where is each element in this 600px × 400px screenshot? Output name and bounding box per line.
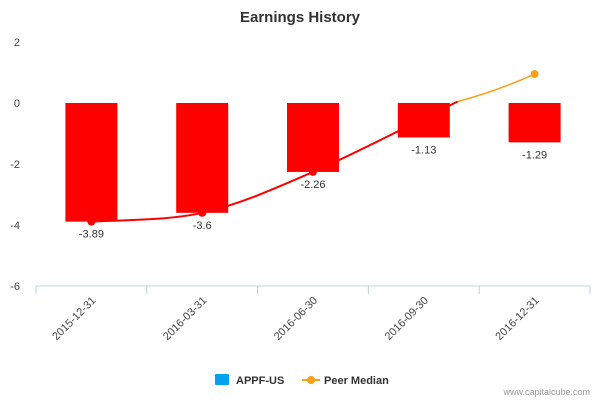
x-tick-label: 2016-09-30: [383, 295, 431, 343]
legend[interactable]: APPF-US Peer Median: [215, 374, 389, 387]
legend-marker-peer-median: [307, 376, 315, 384]
peer-median-point-2016-06-30: [309, 167, 317, 176]
legend-swatch-appf-us: [215, 374, 229, 385]
legend-label-appf-us[interactable]: APPF-US: [236, 375, 284, 387]
line-series-peer-median: [87, 70, 539, 226]
x-tick-label: 2015-12-31: [50, 295, 98, 343]
bar-2016-12-31: [508, 103, 561, 143]
bar-2016-03-31: [176, 103, 229, 213]
y-tick-label: -6: [10, 281, 20, 293]
y-tick-label: 2: [14, 37, 20, 49]
peer-median-point-2016-12-31: [530, 70, 539, 79]
y-tick-label: -4: [10, 220, 20, 232]
x-tick-label: 2016-03-31: [161, 295, 209, 343]
peer-median-point-2015-12-31: [87, 217, 96, 226]
data-labels: -3.89 -3.6 -2.26 -1.13 -1.29: [79, 144, 547, 240]
data-label: -1.13: [411, 144, 436, 156]
y-tick-label: 0: [14, 98, 20, 110]
credit-text[interactable]: www.capitalcube.com: [502, 387, 590, 397]
legend-label-peer-median[interactable]: Peer Median: [324, 375, 389, 387]
data-label: -2.26: [300, 179, 325, 191]
peer-median-line: [91, 100, 459, 223]
peer-median-projected-line: [457, 73, 535, 103]
bar-2016-09-30: [397, 103, 450, 138]
data-label: -3.89: [79, 229, 104, 241]
data-label: -3.6: [193, 220, 212, 232]
bar-2015-12-31: [65, 103, 118, 222]
y-axis: 2 0 -2 -4 -6: [10, 37, 20, 293]
x-tick-label: 2016-06-30: [272, 295, 320, 343]
x-axis: 2015-12-31 2016-03-31 2016-06-30 2016-09-30…: [35, 286, 591, 343]
bar-series-appf-us: [65, 103, 561, 222]
peer-median-point-2016-03-31: [198, 208, 207, 217]
x-tick-label: 2016-12-31: [493, 295, 541, 343]
data-label: -1.29: [522, 149, 547, 161]
chart-title: Earnings History: [240, 9, 361, 26]
bar-2016-06-30: [287, 103, 339, 172]
y-tick-label: -2: [10, 159, 20, 171]
